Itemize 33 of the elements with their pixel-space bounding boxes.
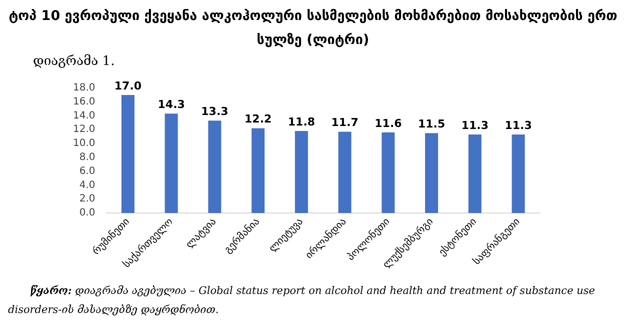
data-label: 11.3 (461, 118, 489, 132)
y-tick-label: 6.0 (79, 166, 96, 177)
chart-subtitle: დიაგრამა 1. (33, 54, 115, 69)
bar (382, 132, 395, 213)
data-label: 11.3 (504, 118, 532, 132)
data-label: 11.8 (288, 115, 316, 128)
y-tick-label: 12.0 (73, 124, 96, 136)
chart-title: ტოპ 10 ევროპული ქვეყანა ალკოჰოლური სასმელების მოხმარებით მოსახლეობის ერთ სულზე (ლიტრი) (8, 7, 618, 50)
bar (338, 132, 352, 213)
data-label: 13.3 (201, 104, 228, 118)
bar (208, 120, 222, 213)
data-label: 11.6 (374, 116, 402, 130)
y-tick-label: 16.0 (73, 96, 96, 108)
bar (164, 114, 178, 213)
bar (468, 134, 482, 213)
y-tick-label: 4.0 (79, 180, 96, 191)
bar (425, 133, 438, 213)
y-tick-label: 14.0 (73, 110, 96, 122)
bar (512, 134, 525, 213)
bar (294, 131, 308, 213)
data-label: 12.2 (244, 112, 272, 126)
bar (252, 128, 265, 213)
y-tick-label: 10.0 (73, 138, 96, 150)
data-label: 11.7 (331, 116, 358, 130)
y-tick-label: 18.0 (73, 82, 96, 94)
data-label: 17.0 (114, 79, 142, 92)
data-label: 11.5 (418, 117, 446, 130)
text: წყარო: დიაგრამა აგებულია – Global status report on alcohol and health and treatment of substance use disorders-ის მასალებზე დაყრდნობით. (8, 284, 596, 318)
data-label: 14.3 (158, 98, 185, 112)
y-tick-label: 8.0 (79, 152, 96, 164)
y-tick-label: 0.0 (79, 208, 96, 219)
y-tick-label: 2.0 (79, 194, 96, 205)
bar (121, 94, 134, 213)
